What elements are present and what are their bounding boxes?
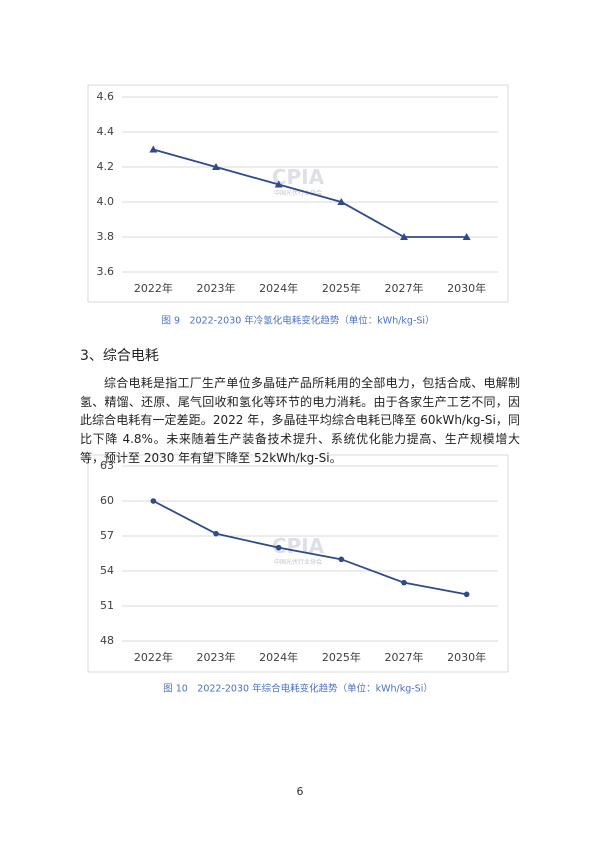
chart-frame — [87, 454, 509, 673]
marker — [338, 556, 345, 563]
marker — [463, 591, 470, 598]
marker — [462, 233, 471, 240]
x-tick-label: 2025年 — [322, 281, 361, 295]
marker — [213, 530, 219, 537]
chart-caption: 图 9 2022-2030 年冷氢化电耗变化趋势（单位：kWh/kg-Si） — [161, 315, 434, 327]
y-tick-label: 63 — [100, 459, 114, 472]
y-tick-label: 4.2 — [97, 160, 115, 173]
watermark-subtitle: 中国光伏行业协会 — [274, 189, 322, 197]
y-tick-label: 51 — [100, 599, 114, 612]
marker — [275, 544, 282, 551]
x-tick-label: 2025年 — [322, 650, 361, 664]
x-tick-label: 2022年 — [134, 281, 173, 295]
y-tick-label: 3.6 — [97, 265, 115, 278]
y-tick-label: 54 — [100, 564, 114, 577]
x-tick-label: 2024年 — [259, 281, 298, 295]
y-tick-label: 48 — [100, 634, 114, 647]
watermark-subtitle: 中国光伏行业协会 — [274, 558, 322, 566]
x-tick-label: 2024年 — [259, 650, 298, 664]
x-tick-label: 2030年 — [447, 650, 486, 664]
marker — [212, 163, 220, 170]
line — [152, 500, 467, 596]
y-tick-label: 3.8 — [97, 230, 115, 243]
chart-frame — [87, 84, 509, 303]
section-paragraph: 综合电耗是指工厂生产单位多晶硅产品所耗用的全部电力，包括合成、电解制氢、精馏、还… — [80, 376, 520, 465]
x-tick-label: 2027年 — [385, 281, 424, 295]
chart-caption: 图 10 2022-2030 年综合电耗变化趋势（单位：kWh/kg-Si） — [163, 683, 433, 695]
y-tick-label: 60 — [100, 494, 114, 507]
x-tick-label: 2022年 — [134, 650, 173, 664]
marker — [150, 498, 157, 504]
line — [153, 148, 467, 238]
x-tick-label: 2027年 — [385, 650, 424, 664]
x-tick-label: 2023年 — [197, 281, 236, 295]
marker — [337, 198, 346, 205]
section-heading: 3、综合电耗 — [80, 348, 159, 364]
marker — [400, 233, 408, 240]
page-number: 6 — [296, 785, 304, 798]
y-tick-label: 4.6 — [97, 90, 115, 103]
y-tick-label: 4.4 — [97, 125, 115, 138]
y-tick-label: 4.0 — [97, 195, 115, 208]
marker — [274, 180, 283, 188]
marker — [149, 145, 158, 153]
y-tick-label: 57 — [100, 529, 114, 542]
x-tick-label: 2023年 — [197, 650, 236, 664]
x-tick-label: 2030年 — [447, 281, 486, 295]
marker — [401, 579, 407, 586]
